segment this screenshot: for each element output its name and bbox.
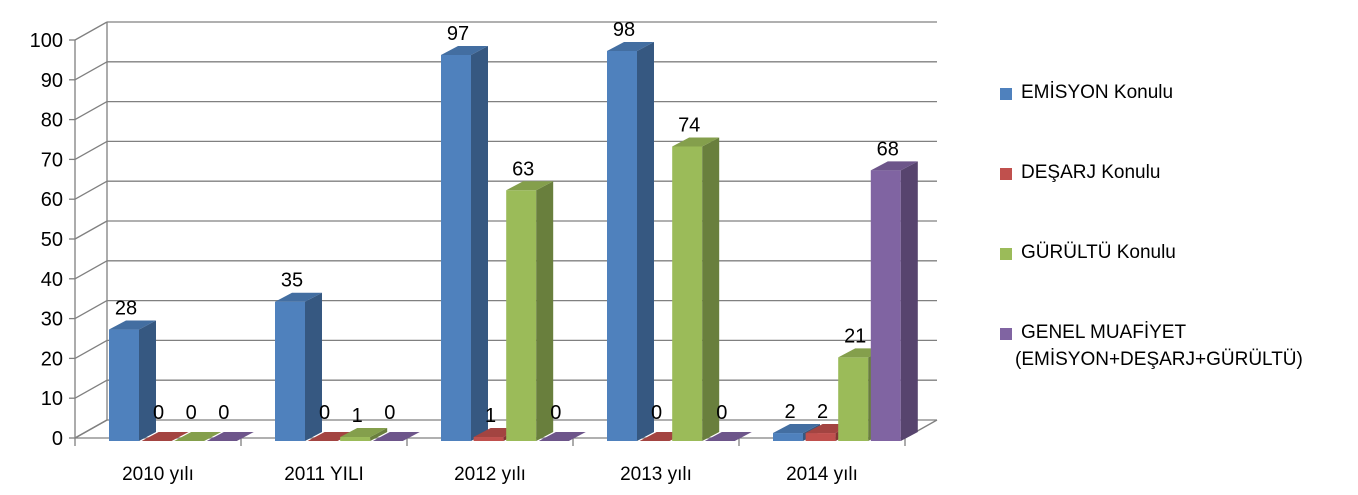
- bar-top: [109, 320, 156, 330]
- data-label: 63: [512, 158, 534, 180]
- y-tick-label: 60: [41, 189, 63, 211]
- bar-top: [372, 432, 420, 441]
- bar-top: [538, 432, 586, 441]
- y-tick-label: 80: [41, 110, 63, 132]
- bar: [275, 301, 305, 441]
- data-label: 74: [678, 114, 700, 136]
- bar-side: [536, 181, 554, 441]
- gridline-depth: [74, 61, 108, 81]
- bar-top: [307, 432, 355, 441]
- bar: [672, 146, 703, 442]
- bar: [805, 433, 836, 441]
- bar-side: [637, 41, 654, 442]
- bar-top: [672, 137, 720, 147]
- bar-top: [870, 161, 918, 171]
- bar-top: [607, 41, 654, 51]
- bar-top: [206, 432, 254, 441]
- bar: [607, 50, 637, 442]
- bar: [838, 357, 869, 441]
- data-label: 98: [613, 19, 635, 41]
- gridline-depth: [74, 300, 108, 320]
- bars: [109, 41, 918, 442]
- x-tick-label: 2013 yılı: [620, 464, 692, 485]
- legend-swatch: [1000, 168, 1012, 180]
- bar: [109, 329, 139, 441]
- y-tick-label: 100: [30, 30, 63, 52]
- gridline-depth: [74, 140, 108, 160]
- y-tick-label: 20: [41, 348, 63, 370]
- gridline-depth: [74, 101, 108, 121]
- bar-side: [139, 320, 156, 441]
- data-label: 0: [319, 402, 330, 424]
- bar-top: [275, 292, 322, 302]
- bar-top: [773, 424, 820, 434]
- y-tick-label: 90: [41, 70, 63, 92]
- data-label: 0: [218, 402, 229, 424]
- bar-side: [900, 161, 918, 442]
- data-label: 28: [115, 298, 137, 320]
- y-tick-label: 40: [41, 269, 63, 291]
- data-label: 35: [281, 270, 303, 292]
- data-label: 0: [384, 402, 395, 424]
- data-label: 0: [153, 402, 164, 424]
- gridlines: [74, 21, 938, 439]
- x-tick-label: 2010 yılı: [122, 464, 194, 485]
- legend-label: EMİSYON Konulu: [1021, 82, 1173, 103]
- legend-swatch: [1000, 328, 1012, 340]
- bar: [773, 433, 803, 441]
- y-tick-label: 70: [41, 149, 63, 171]
- legend-label: GENEL MUAFİYET: [1021, 322, 1186, 343]
- data-label: 68: [877, 138, 899, 160]
- bar-top: [704, 432, 752, 441]
- gridline-depth: [74, 180, 108, 200]
- gridline-depth: [74, 21, 108, 41]
- data-label: 0: [651, 402, 662, 424]
- bar-top: [441, 45, 488, 55]
- legend-label: (EMİSYON+DEŞARJ+GÜRÜLTÜ): [1015, 349, 1303, 370]
- bar-top: [340, 428, 388, 438]
- bar: [870, 170, 901, 442]
- data-label: 1: [485, 405, 496, 427]
- data-label: 97: [447, 23, 469, 45]
- bar-top: [141, 432, 189, 441]
- bar-side: [702, 137, 720, 442]
- bar: [506, 190, 537, 441]
- y-tick-label: 50: [41, 229, 63, 251]
- x-tick-label: 2014 yılı: [786, 464, 858, 485]
- bar: [441, 54, 471, 441]
- data-label: 1: [352, 405, 363, 427]
- bar-top: [506, 181, 554, 191]
- legend: EMİSYON Konulu DEŞARJ Konulu GÜRÜLTÜ Konul…: [1000, 82, 1303, 370]
- gridline-depth: [74, 260, 108, 280]
- bar-top: [174, 432, 222, 441]
- legend-label: DEŞARJ Konulu: [1021, 162, 1160, 183]
- data-label: 0: [716, 402, 727, 424]
- y-tick-label: 0: [52, 428, 63, 450]
- legend-label: GÜRÜLTÜ Konulu: [1021, 242, 1176, 263]
- bar-side: [305, 292, 322, 441]
- legend-swatch: [1000, 88, 1012, 100]
- bar: [340, 437, 371, 441]
- data-label: 0: [550, 402, 561, 424]
- data-label: 2: [784, 401, 795, 423]
- gridline-depth: [74, 339, 108, 359]
- gridline-depth: [74, 379, 108, 399]
- data-label: 0: [186, 402, 197, 424]
- bar: [473, 437, 504, 441]
- y-tick-label: 30: [41, 309, 63, 331]
- gridline-depth: [74, 220, 108, 240]
- data-label: 2: [817, 401, 828, 423]
- x-tick-label: 2011 YILI: [284, 464, 364, 485]
- data-label: 21: [844, 325, 866, 347]
- bar-side: [370, 428, 388, 441]
- gridline-depth: [74, 419, 108, 439]
- bar-side: [471, 45, 488, 441]
- legend-swatch: [1000, 248, 1012, 260]
- x-tick-label: 2012 yılı: [454, 464, 526, 485]
- y-tick-label: 10: [41, 388, 63, 410]
